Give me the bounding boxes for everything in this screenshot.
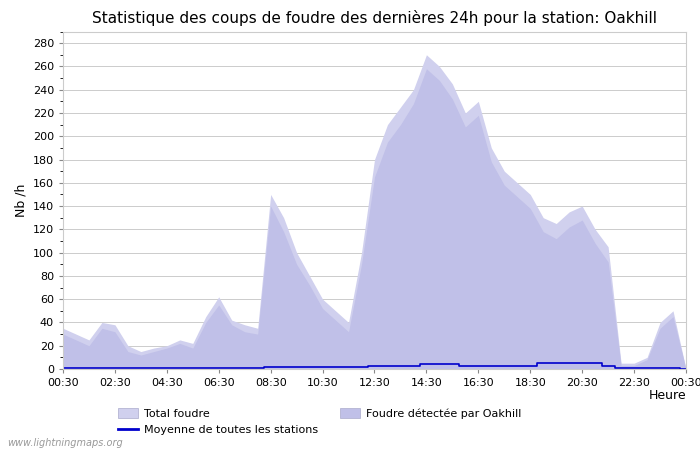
- Y-axis label: Nb /h: Nb /h: [14, 184, 27, 217]
- Text: www.lightningmaps.org: www.lightningmaps.org: [7, 438, 122, 448]
- Title: Statistique des coups de foudre des dernières 24h pour la station: Oakhill: Statistique des coups de foudre des dern…: [92, 10, 657, 26]
- Legend: Total foudre, Moyenne de toutes les stations, Foudre détectée par Oakhill: Total foudre, Moyenne de toutes les stat…: [118, 408, 522, 435]
- Text: Heure: Heure: [648, 389, 686, 402]
